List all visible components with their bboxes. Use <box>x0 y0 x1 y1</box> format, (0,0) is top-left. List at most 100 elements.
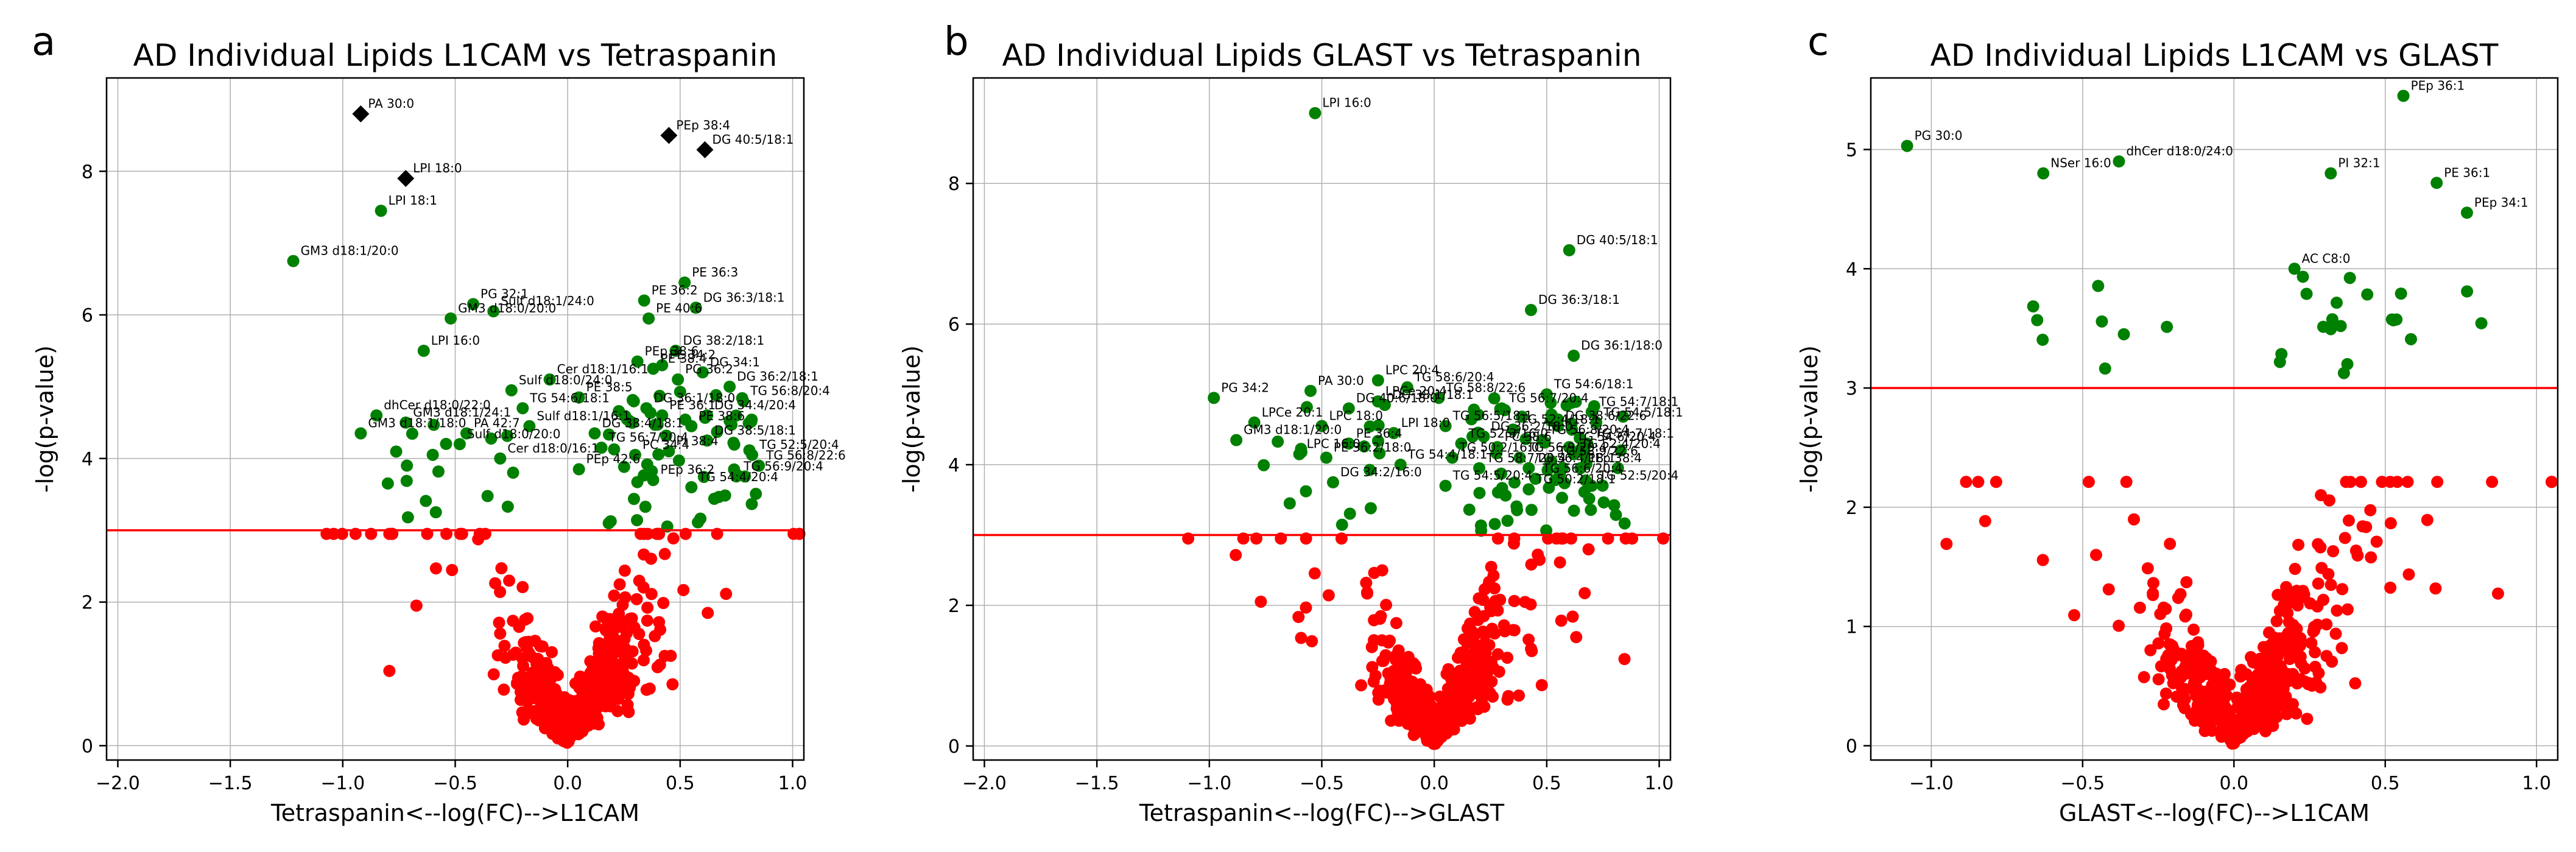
nonsig-point <box>1255 595 1267 608</box>
point-label: TG 54:6/18:1 <box>1554 377 1634 392</box>
nonsig-point <box>2202 657 2215 670</box>
y-tick-label: 0 <box>1846 736 1857 758</box>
nonsig-point <box>657 597 670 610</box>
nonsig-point <box>2120 476 2133 488</box>
nonsig-point <box>513 621 526 633</box>
nonsig-point <box>536 640 549 653</box>
nonsig-point <box>446 563 459 576</box>
nonsig-point <box>2315 562 2328 574</box>
y-tick-label: 4 <box>1846 259 1857 280</box>
nonsig-point <box>1393 714 1406 727</box>
labeled-point <box>1536 434 1549 446</box>
nonsig-point <box>1481 688 1494 701</box>
labeled-point <box>572 391 585 404</box>
point-label: TG 52:5/20:4 <box>759 437 839 452</box>
nonsig-point <box>640 644 653 657</box>
nonsig-point <box>1389 653 1402 666</box>
labeled-point <box>1446 451 1459 464</box>
nonsig-point <box>1491 648 1504 661</box>
nonsig-point <box>2167 644 2180 657</box>
nonsig-point <box>2138 671 2150 683</box>
labeled-point <box>1477 430 1490 443</box>
sig-point <box>1466 430 1479 443</box>
sig-point <box>1336 518 1348 531</box>
nonsig-point <box>1555 614 1568 627</box>
nonsig-point <box>519 674 532 686</box>
y-tick-label: 4 <box>948 455 960 476</box>
labeled-point <box>2288 262 2301 275</box>
point-label: LPI 18:1 <box>389 193 437 208</box>
nonsig-point <box>2236 711 2248 724</box>
axes-frame <box>1870 77 2559 761</box>
nonsig-point <box>2365 551 2377 564</box>
point-label: LPC 20:4 <box>1385 362 1439 377</box>
sig-point <box>2317 320 2329 333</box>
nonsig-point <box>2191 664 2204 677</box>
sig-point <box>1300 485 1312 498</box>
point-label: TG 56:6/20:4 <box>1542 461 1622 476</box>
nonsig-point <box>2384 581 2397 594</box>
nonsig-point <box>1501 693 1514 706</box>
sig-point <box>501 429 513 442</box>
labeled-point <box>1491 441 1504 454</box>
labeled-point <box>1293 448 1306 460</box>
labeled-point <box>1394 459 1407 471</box>
nonsig-point <box>569 706 582 719</box>
nonsig-point <box>1308 567 1321 580</box>
sig-point <box>2326 313 2338 326</box>
sig-point <box>1583 492 1596 505</box>
y-tick-label: 0 <box>948 736 960 758</box>
y-tick-label: 8 <box>948 174 960 195</box>
nonsig-point <box>2164 538 2177 551</box>
point-label: TG 56:7/20:4 <box>608 430 689 445</box>
nonsig-point <box>630 593 643 605</box>
nonsig-point <box>2147 577 2159 590</box>
x-tick-label: −2.0 <box>96 773 140 794</box>
nonsig-point <box>2172 674 2185 687</box>
point-label: PE 40:6 <box>656 301 702 315</box>
nonsig-point <box>2172 591 2184 604</box>
point-label: PA 30:0 <box>368 96 414 111</box>
sig-point <box>709 389 722 401</box>
point-label: TG 56:7/20:4 <box>1508 391 1589 406</box>
point-label: TG 56:5/18:1 <box>1452 409 1533 423</box>
sig-point <box>1553 464 1566 477</box>
sig-point <box>1495 467 1508 480</box>
nonsig-point <box>2141 562 2154 575</box>
point-label: PEp 38:4 <box>1588 451 1642 465</box>
sig-point <box>1364 420 1376 433</box>
labeled-point <box>1320 451 1332 464</box>
nonsig-point <box>621 699 634 711</box>
sig-point <box>400 474 413 487</box>
nonsig-point <box>2298 662 2311 675</box>
nonsig-point <box>1522 633 1535 646</box>
nonsig-point <box>2546 476 2558 488</box>
labeled-point <box>1513 451 1526 464</box>
point-label: PE 38:4 <box>661 351 707 365</box>
nonsig-point <box>2336 583 2349 596</box>
nonsig-point <box>2133 601 2146 614</box>
sig-point <box>1283 497 1296 510</box>
nonsig-point <box>1406 716 1418 728</box>
labeled-point <box>588 427 601 440</box>
nonsig-point <box>2292 538 2305 551</box>
sig-point <box>426 448 439 461</box>
labeled-point <box>370 409 383 422</box>
sig-point <box>406 428 418 440</box>
x-tick-label: −1.0 <box>1909 773 1954 794</box>
nonsig-point <box>2305 636 2318 649</box>
labeled-point <box>1525 304 1537 317</box>
labeled-point <box>663 445 675 458</box>
x-tick-label: 0.0 <box>1420 773 1449 794</box>
sig-point <box>653 390 666 403</box>
point-label: LPI 18:0 <box>1401 415 1450 430</box>
nonsig-point <box>2180 576 2193 588</box>
nonsig-point <box>1306 635 1318 647</box>
nonsig-point <box>645 552 658 565</box>
nonsig-point <box>2179 610 2192 623</box>
sig-point <box>672 454 685 467</box>
sig-point <box>2161 320 2173 333</box>
nonsig-point <box>494 586 507 599</box>
sig-point <box>602 517 615 530</box>
sig-point <box>631 514 644 527</box>
